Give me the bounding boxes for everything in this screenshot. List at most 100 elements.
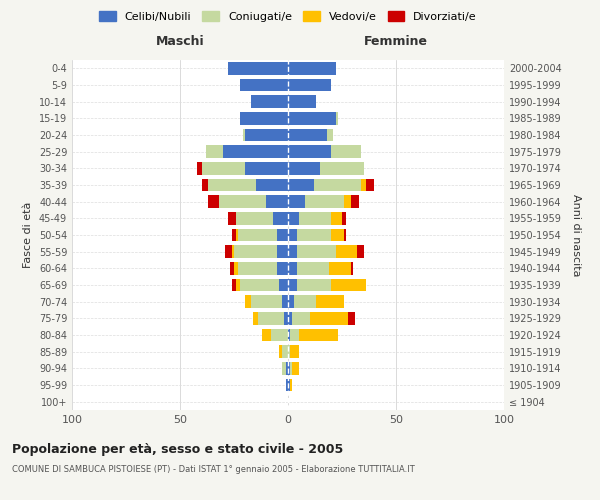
Bar <box>288 96 316 108</box>
Bar <box>277 229 288 241</box>
Bar <box>310 312 349 324</box>
Bar <box>197 162 202 174</box>
Bar <box>342 212 346 224</box>
Bar <box>290 346 299 358</box>
Bar <box>236 279 241 291</box>
Bar <box>288 329 290 341</box>
Bar <box>280 279 288 291</box>
Bar <box>236 212 273 224</box>
Bar <box>277 262 288 274</box>
Bar <box>288 262 296 274</box>
Bar <box>234 262 238 274</box>
Bar <box>290 362 292 374</box>
Text: Popolazione per età, sesso e stato civile - 2005: Popolazione per età, sesso e stato civil… <box>12 442 343 456</box>
Bar <box>305 196 344 208</box>
Bar <box>227 212 236 224</box>
Bar <box>245 129 288 141</box>
Bar <box>361 179 366 192</box>
Bar <box>251 96 288 108</box>
Bar <box>320 162 364 174</box>
Bar <box>262 329 271 341</box>
Bar <box>288 362 290 374</box>
Bar <box>253 312 258 324</box>
Bar <box>335 246 357 258</box>
Bar <box>241 112 288 124</box>
Bar <box>349 312 355 324</box>
Bar <box>331 279 366 291</box>
Bar <box>288 112 335 124</box>
Bar <box>202 179 208 192</box>
Bar <box>344 229 346 241</box>
Bar <box>232 246 234 258</box>
Bar <box>286 379 288 391</box>
Bar <box>234 246 277 258</box>
Bar <box>288 79 331 92</box>
Bar <box>296 246 335 258</box>
Bar <box>227 62 288 74</box>
Bar <box>281 362 286 374</box>
Bar <box>245 296 251 308</box>
Bar <box>281 296 288 308</box>
Text: Maschi: Maschi <box>155 36 205 49</box>
Bar <box>288 212 299 224</box>
Bar <box>288 279 296 291</box>
Bar <box>232 279 236 291</box>
Bar <box>242 129 245 141</box>
Y-axis label: Anni di nascita: Anni di nascita <box>571 194 581 276</box>
Bar <box>258 312 284 324</box>
Bar <box>296 279 331 291</box>
Bar <box>256 179 288 192</box>
Bar <box>316 296 344 308</box>
Bar <box>226 246 232 258</box>
Text: Femmine: Femmine <box>364 36 428 49</box>
Bar <box>288 246 296 258</box>
Bar <box>335 112 338 124</box>
Bar <box>295 296 316 308</box>
Bar <box>331 229 344 241</box>
Bar <box>292 362 299 374</box>
Bar <box>296 262 329 274</box>
Bar <box>299 212 331 224</box>
Bar <box>288 196 305 208</box>
Bar <box>245 162 288 174</box>
Bar <box>296 229 331 241</box>
Bar <box>314 179 361 192</box>
Bar <box>331 146 361 158</box>
Y-axis label: Fasce di età: Fasce di età <box>23 202 33 268</box>
Bar <box>288 312 292 324</box>
Bar <box>238 229 277 241</box>
Bar <box>286 362 288 374</box>
Legend: Celibi/Nubili, Coniugati/e, Vedovi/e, Divorziati/e: Celibi/Nubili, Coniugati/e, Vedovi/e, Di… <box>96 8 480 25</box>
Bar <box>288 162 320 174</box>
Bar <box>288 129 327 141</box>
Bar <box>284 312 288 324</box>
Bar <box>238 262 277 274</box>
Bar <box>202 162 245 174</box>
Text: COMUNE DI SAMBUCA PISTOIESE (PT) - Dati ISTAT 1° gennaio 2005 - Elaborazione TUT: COMUNE DI SAMBUCA PISTOIESE (PT) - Dati … <box>12 465 415 474</box>
Bar <box>366 179 374 192</box>
Bar <box>219 196 266 208</box>
Bar <box>288 229 296 241</box>
Bar <box>290 329 299 341</box>
Bar <box>241 79 288 92</box>
Bar <box>281 346 288 358</box>
Bar <box>350 262 353 274</box>
Bar <box>290 379 292 391</box>
Bar <box>288 379 290 391</box>
Bar <box>230 262 234 274</box>
Bar <box>299 329 338 341</box>
Bar <box>288 146 331 158</box>
Bar <box>208 179 256 192</box>
Bar <box>271 329 288 341</box>
Bar <box>277 246 288 258</box>
Bar <box>288 346 290 358</box>
Bar <box>357 246 364 258</box>
Bar <box>288 296 295 308</box>
Bar <box>241 279 280 291</box>
Bar <box>280 346 281 358</box>
Bar <box>251 296 281 308</box>
Bar <box>273 212 288 224</box>
Bar <box>288 62 335 74</box>
Bar <box>206 146 223 158</box>
Bar <box>344 196 350 208</box>
